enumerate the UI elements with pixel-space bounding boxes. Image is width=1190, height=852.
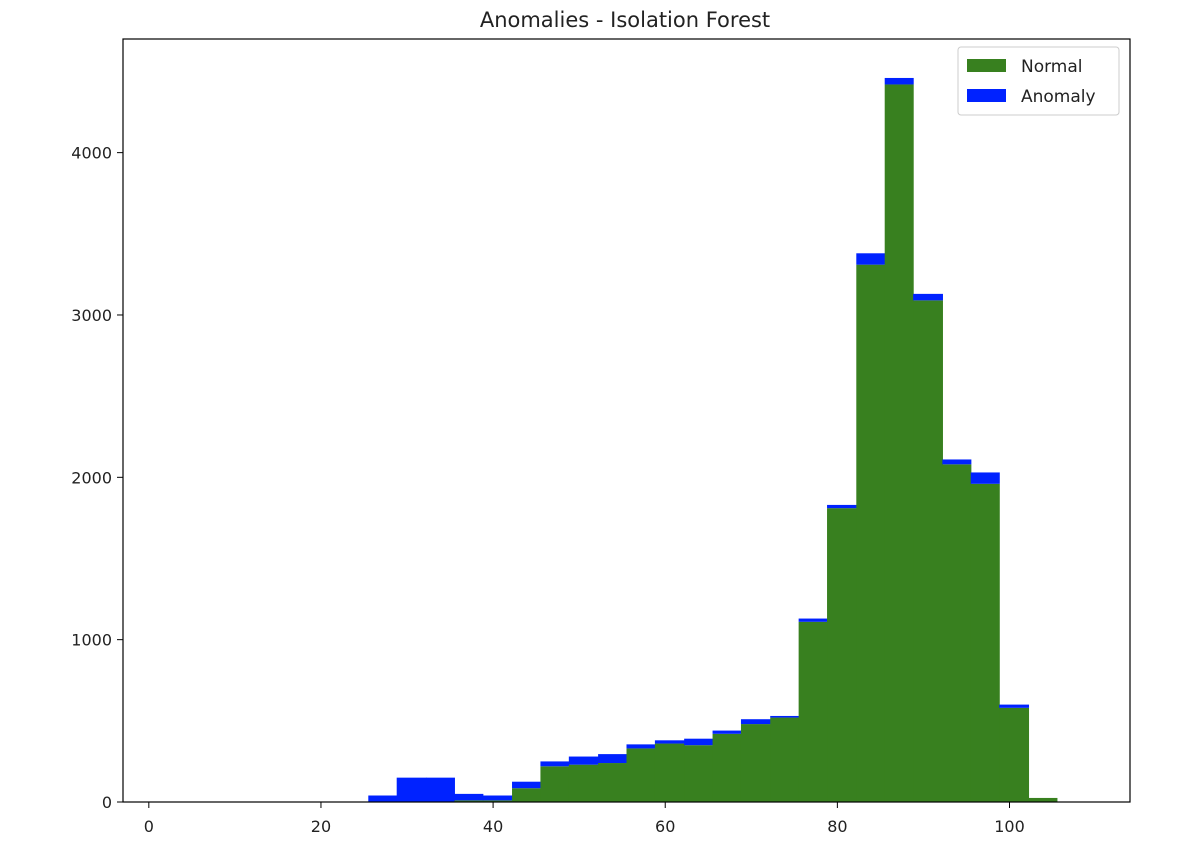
bar-anomaly bbox=[712, 730, 742, 734]
chart-title: Anomalies - Isolation Forest bbox=[480, 8, 770, 32]
bar-normal bbox=[1028, 797, 1058, 802]
y-axis: 0 1000 2000 3000 4000 bbox=[71, 144, 123, 812]
plot-frame bbox=[122, 38, 1131, 803]
bar-anomaly bbox=[884, 77, 914, 85]
x-tick-label: 100 bbox=[994, 817, 1025, 836]
bar-anomaly bbox=[913, 293, 943, 301]
legend: Normal Anomaly bbox=[957, 46, 1120, 116]
y-tick-label: 1000 bbox=[71, 631, 112, 650]
bar-normal bbox=[970, 483, 1000, 802]
bar-normal bbox=[798, 621, 828, 802]
bar-anomaly bbox=[999, 704, 1030, 708]
bar-normal bbox=[626, 748, 656, 802]
bar-normal bbox=[540, 766, 570, 802]
x-axis: 0 20 40 60 80 100 bbox=[144, 802, 1025, 836]
bar-normal bbox=[454, 800, 484, 802]
bar-anomaly bbox=[770, 715, 800, 718]
y-tick-label: 2000 bbox=[71, 468, 112, 487]
bar-normal bbox=[999, 707, 1030, 802]
bar-anomaly bbox=[568, 756, 599, 765]
bar-anomaly bbox=[540, 761, 570, 767]
bar-anomaly bbox=[454, 793, 484, 801]
bar-anomaly bbox=[942, 459, 972, 465]
legend-label: Normal bbox=[1021, 57, 1083, 77]
bar-normal bbox=[884, 84, 914, 802]
bar-anomaly bbox=[368, 795, 398, 802]
bar-anomaly bbox=[684, 738, 714, 746]
bar-normal bbox=[512, 788, 542, 802]
bar-normal bbox=[770, 717, 800, 802]
x-tick-label: 60 bbox=[655, 817, 675, 836]
legend-swatch bbox=[967, 89, 1006, 102]
bar-anomaly bbox=[598, 754, 628, 764]
bar-normal bbox=[740, 724, 771, 802]
x-tick-label: 20 bbox=[311, 817, 331, 836]
bar-anomaly bbox=[798, 618, 828, 622]
bar-anomaly bbox=[396, 777, 427, 802]
bar-anomaly bbox=[740, 719, 771, 725]
bar-normal bbox=[942, 464, 972, 802]
bar-normal bbox=[856, 264, 886, 802]
x-tick-label: 80 bbox=[827, 817, 847, 836]
y-tick-label: 4000 bbox=[71, 144, 112, 163]
bar-anomaly bbox=[425, 777, 455, 802]
x-tick-label: 0 bbox=[144, 817, 154, 836]
bar-normal bbox=[482, 800, 513, 802]
bar-anomaly bbox=[827, 504, 857, 509]
bar-normal bbox=[913, 300, 943, 802]
bar-normal bbox=[598, 763, 628, 802]
bar-normal bbox=[712, 733, 742, 802]
bar-anomaly bbox=[970, 472, 1000, 484]
x-tick-label: 40 bbox=[483, 817, 503, 836]
y-tick-label: 0 bbox=[102, 793, 112, 812]
bar-normal bbox=[827, 508, 857, 802]
y-tick-label: 3000 bbox=[71, 306, 112, 325]
bars-group bbox=[368, 77, 1058, 802]
legend-swatch bbox=[967, 59, 1006, 72]
bar-normal bbox=[568, 764, 599, 802]
bar-normal bbox=[684, 745, 714, 802]
bar-anomaly bbox=[856, 253, 886, 265]
bar-anomaly bbox=[512, 781, 542, 789]
bar-normal bbox=[654, 743, 685, 802]
legend-label: Anomaly bbox=[1021, 87, 1096, 107]
bar-anomaly bbox=[482, 795, 513, 801]
bar-anomaly bbox=[654, 740, 685, 744]
bar-anomaly bbox=[626, 744, 656, 749]
